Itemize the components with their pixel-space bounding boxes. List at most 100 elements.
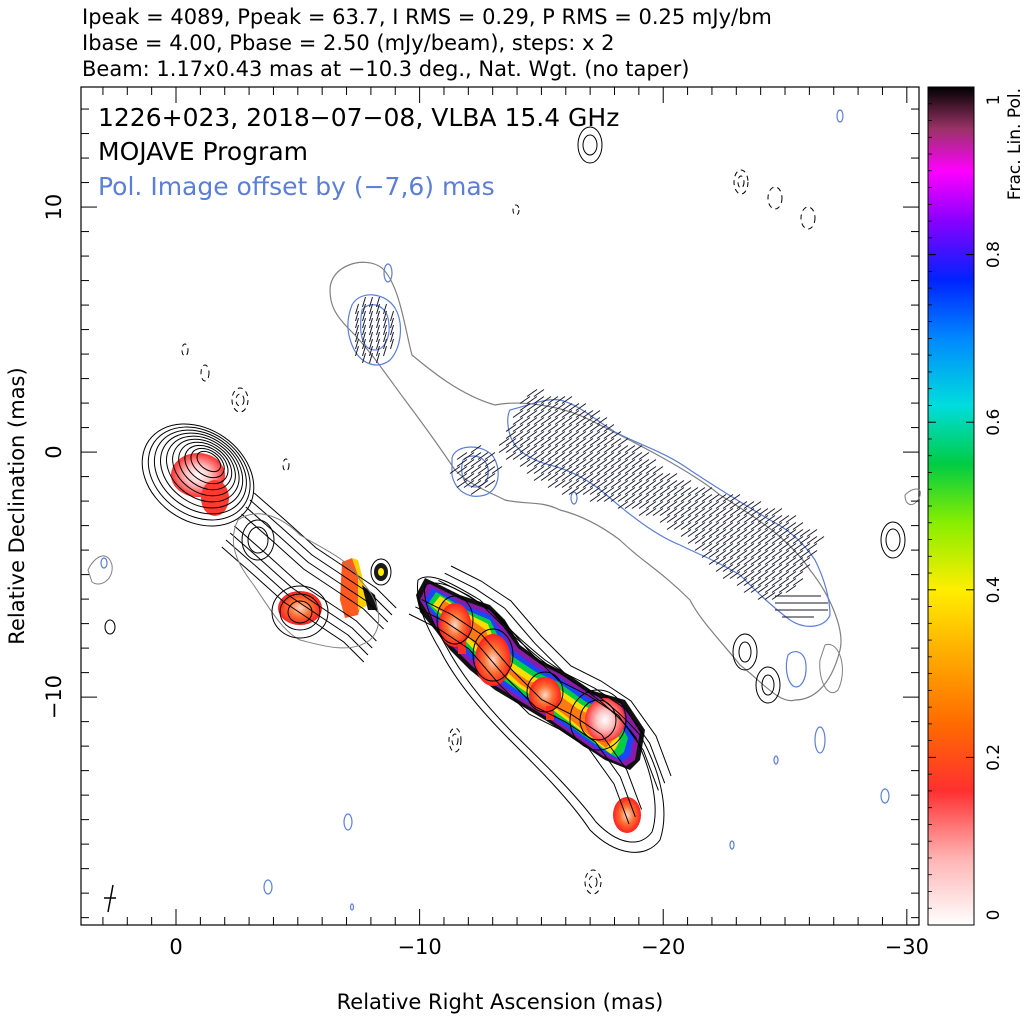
evpa-tick (736, 564, 748, 572)
evpa-tick (673, 501, 685, 509)
frac-pol-jet-knot-1 (439, 603, 471, 647)
evpa-tick (575, 417, 587, 425)
evpa-tick (638, 508, 650, 516)
evpa-tick (603, 438, 615, 446)
evpa-tick (589, 473, 601, 481)
jet-knot-contour-g (526, 671, 564, 713)
evpa-tick (666, 508, 678, 516)
evpa-tick (526, 452, 538, 460)
evpa-tick (376, 317, 380, 329)
evpa-tick (519, 438, 531, 446)
evpa-tick (526, 466, 538, 474)
evpa-tick (610, 431, 622, 439)
evpa-tick (470, 473, 482, 481)
evpa-tick (631, 494, 643, 502)
pol-contour-upper-knot (347, 294, 402, 366)
evpa-tick (554, 466, 566, 474)
evpa-tick (631, 452, 643, 460)
evpa-tick (708, 501, 720, 509)
evpa-tick (582, 431, 594, 439)
evpa-tick (512, 410, 524, 418)
evpa-tick (757, 578, 769, 586)
evpa-tick (778, 536, 790, 544)
evpa-tick (680, 508, 692, 516)
evpa-tick (369, 352, 373, 364)
evpa-tick (771, 515, 783, 523)
evpa-tick (687, 494, 699, 502)
evpa-tick (526, 410, 538, 418)
evpa-tick (596, 424, 608, 432)
evpa-tick (694, 536, 706, 544)
evpa-tick (645, 508, 657, 516)
jet-contour-lower (421, 599, 643, 810)
evpa-tick (680, 522, 692, 530)
evpa-tick (666, 480, 678, 488)
frac-pol-jet-dot-2 (546, 706, 554, 720)
evpa-tick (638, 473, 650, 481)
evpa-tick (568, 438, 580, 446)
evpa-tick (376, 338, 380, 350)
core-contour (196, 450, 222, 473)
evpa-tick (582, 424, 594, 432)
evpa-tick (484, 473, 496, 481)
evpa-tick (743, 557, 755, 565)
evpa-tick (540, 459, 552, 467)
evpa-tick (362, 352, 366, 364)
evpa-tick (624, 487, 636, 495)
evpa-tick (603, 480, 615, 488)
evpa-tick (390, 338, 394, 350)
evpa-tick (729, 522, 741, 530)
evpa-tick (547, 473, 559, 481)
evpa-tick (561, 396, 573, 404)
evpa-tick (554, 396, 566, 404)
evpa-tick (638, 494, 650, 502)
evpa-tick (715, 522, 727, 530)
evpa-tick (603, 445, 615, 453)
evpa-tick (785, 564, 797, 572)
evpa-tick (568, 417, 580, 425)
evpa-tick (484, 452, 496, 460)
evpa-tick (533, 466, 545, 474)
evpa-tick (561, 445, 573, 453)
isolated-contour-8 (819, 644, 843, 693)
evpa-tick (764, 571, 776, 579)
evpa-tick (624, 480, 636, 488)
evpa-tick (575, 480, 587, 488)
core-contour (190, 447, 225, 479)
evpa-tick (757, 571, 769, 579)
isolated-contour-1 (577, 126, 603, 164)
evpa-tick (547, 445, 559, 453)
pol-contour-extended (507, 399, 831, 627)
evpa-tick (750, 571, 762, 579)
evpa-tick (645, 494, 657, 502)
frac-pol-jet-knot-4 (585, 698, 625, 742)
evpa-tick (715, 564, 727, 572)
evpa-tick (659, 473, 671, 481)
evpa-tick (792, 578, 804, 586)
evpa-tick (456, 466, 468, 474)
evpa-tick (610, 494, 622, 502)
evpa-tick (722, 536, 734, 544)
evpa-tick (645, 466, 657, 474)
evpa-tick (708, 550, 720, 558)
evpa-tick (694, 529, 706, 537)
evpa-tick (806, 529, 818, 537)
evpa-tick (505, 438, 517, 446)
evpa-tick (610, 452, 622, 460)
evpa-tick (617, 452, 629, 460)
evpa-tick (533, 410, 545, 418)
evpa-tick (778, 578, 790, 586)
evpa-tick (806, 550, 818, 558)
evpa-tick (764, 557, 776, 565)
evpa-tick (554, 410, 566, 418)
jet-knot-contour-a (241, 519, 275, 561)
evpa-tick (554, 431, 566, 439)
evpa-tick (687, 508, 699, 516)
evpa-tick (561, 459, 573, 467)
evpa-tick (617, 459, 629, 467)
evpa-tick (526, 417, 538, 425)
evpa-tick (369, 296, 373, 308)
evpa-tick (561, 473, 573, 481)
evpa-tick (540, 466, 552, 474)
evpa-tick (708, 522, 720, 530)
